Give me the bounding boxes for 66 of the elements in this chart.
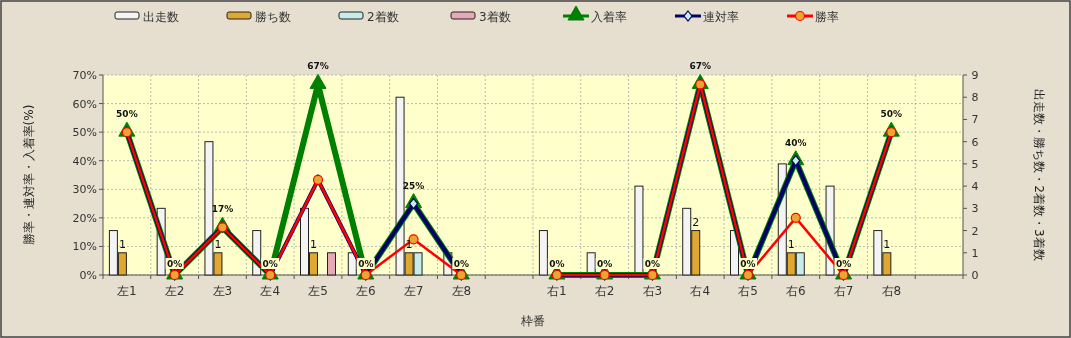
y2-tick-label: 9 [971, 69, 979, 82]
legend-label: 2着数 [367, 10, 399, 24]
data-label: 1 [214, 237, 222, 251]
y2-tick-label: 0 [971, 269, 979, 282]
y2-tick-label: 5 [971, 157, 979, 171]
data-label: 50% [116, 109, 138, 120]
legend-label: 連対率 [703, 10, 739, 24]
x-tick-label: 右8 [881, 284, 902, 298]
y2-tick-label: 6 [971, 135, 979, 149]
y-tick-label: 50% [72, 126, 97, 140]
data-label: 67% [689, 61, 711, 72]
y2-tick-label: 2 [971, 224, 979, 238]
x-tick-label: 左7 [403, 284, 424, 298]
x-tick-label: 左6 [355, 284, 376, 298]
x-tick-label: 右3 [642, 284, 663, 298]
x-tick-label: 左4 [260, 284, 281, 298]
data-label: 0% [549, 259, 565, 269]
x-tick-label: 左3 [212, 284, 233, 298]
x-tick-label: 右7 [833, 284, 854, 298]
legend-label: 入着率 [591, 10, 627, 24]
x-tick-label: 左8 [451, 284, 472, 298]
data-label: 0% [740, 259, 756, 269]
data-label: 0% [835, 259, 852, 269]
x-tick-label: 右4 [690, 284, 711, 298]
data-label: 2 [692, 215, 700, 229]
data-label: 17% [211, 204, 234, 215]
data-label: 0% [453, 259, 469, 269]
y-tick-label: 60% [72, 97, 97, 111]
x-tick-label: 左1 [117, 284, 137, 298]
legend-label: 3着数 [479, 10, 511, 24]
y2-axis-title: 出走数・勝ち数・2着数・3着数 [1032, 89, 1046, 261]
y2-tick-label: 1 [971, 246, 979, 260]
data-label: 0% [358, 259, 374, 269]
x-tick-label: 右6 [785, 284, 806, 298]
data-label: 0% [262, 259, 278, 269]
data-label: 25% [402, 180, 425, 191]
legend-label: 勝ち数 [255, 10, 291, 24]
data-label: 1 [118, 237, 126, 251]
data-label: 50% [880, 109, 903, 120]
legend-label: 勝率 [815, 10, 839, 24]
data-label: 1 [310, 237, 317, 251]
x-axis-title: 枠番 [520, 314, 545, 328]
y2-tick-label: 8 [971, 91, 979, 105]
data-label: 1 [787, 237, 795, 251]
y-tick-label: 70% [72, 69, 97, 82]
legend-label: 出走数 [143, 10, 179, 24]
data-label: 40% [785, 137, 807, 148]
x-tick-label: 左5 [308, 284, 328, 298]
y-tick-label: 10% [72, 240, 97, 254]
x-tick-label: 右1 [547, 284, 567, 298]
data-label: 0% [644, 259, 661, 269]
x-tick-label: 右2 [594, 284, 615, 298]
data-label: 1 [883, 237, 891, 251]
y-tick-label: 0% [79, 269, 97, 282]
y-tick-label: 40% [72, 154, 97, 168]
data-label: 67% [307, 61, 329, 72]
data-label: 0% [597, 259, 613, 269]
x-tick-label: 右5 [738, 284, 758, 298]
y2-tick-label: 4 [971, 180, 979, 194]
x-tick-label: 左2 [164, 284, 185, 298]
y-tick-label: 20% [72, 211, 97, 225]
data-label: 0% [167, 259, 183, 269]
y-axis-title: 勝率・連対率・入着率(%) [22, 104, 36, 246]
y-tick-label: 30% [72, 183, 97, 197]
y2-tick-label: 3 [971, 202, 979, 216]
y2-tick-label: 7 [971, 113, 979, 127]
